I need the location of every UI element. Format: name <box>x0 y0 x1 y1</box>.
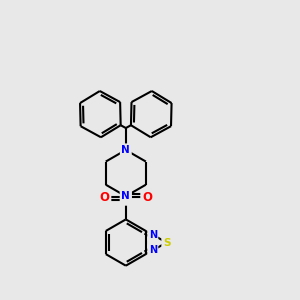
Text: N: N <box>149 245 157 255</box>
Text: N: N <box>149 230 157 240</box>
Text: N: N <box>122 191 130 201</box>
Text: O: O <box>100 191 110 204</box>
Text: N: N <box>122 145 130 155</box>
Text: S: S <box>163 238 170 248</box>
Text: S: S <box>122 191 130 204</box>
Text: O: O <box>142 191 152 204</box>
